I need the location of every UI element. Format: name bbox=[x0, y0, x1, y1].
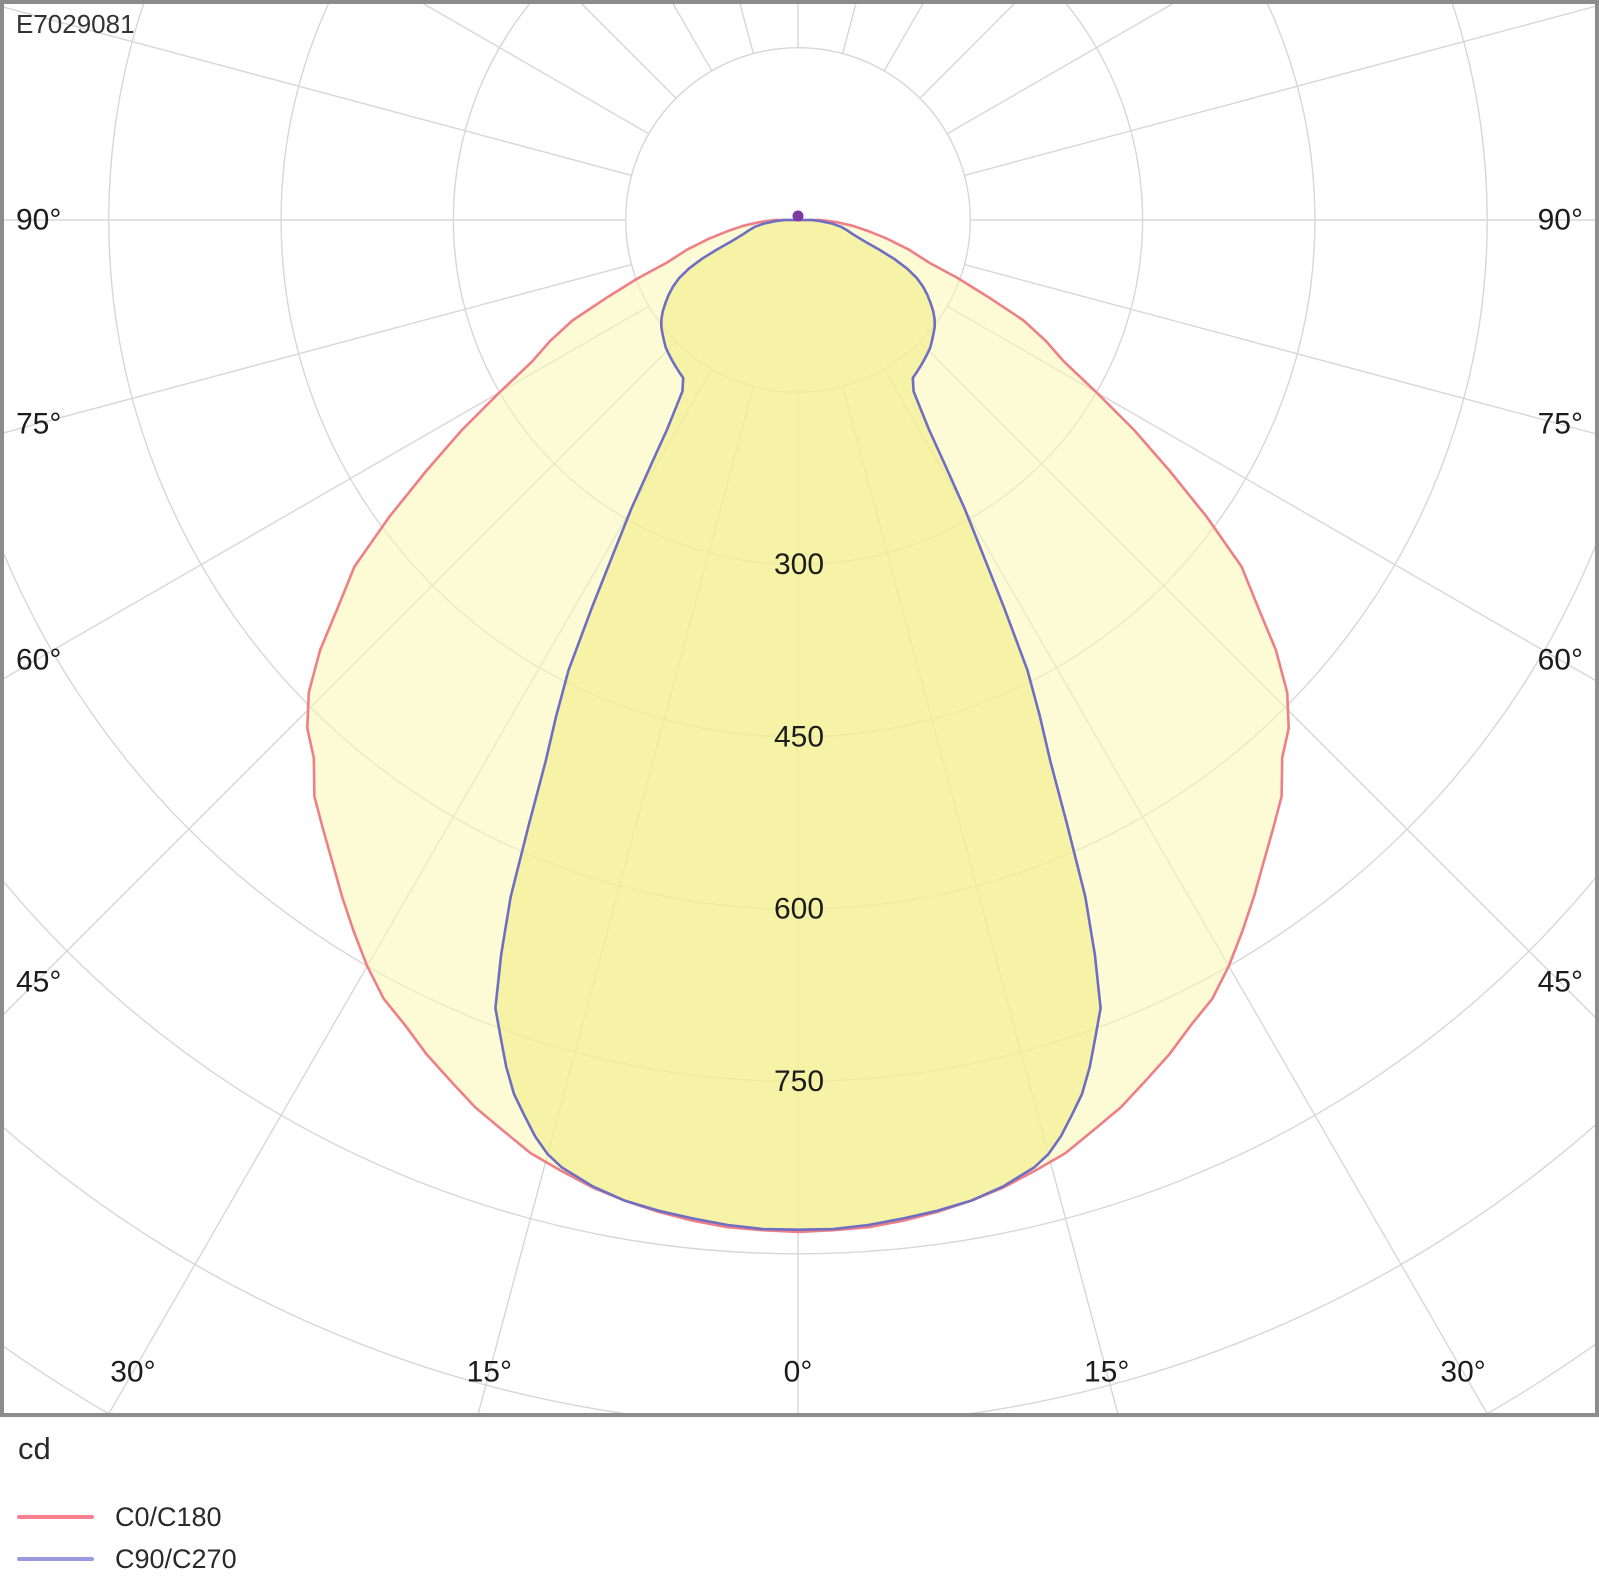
c0-c180-legend-line bbox=[17, 1515, 94, 1519]
center-point bbox=[792, 210, 804, 222]
grid-radial-135 bbox=[919, 4, 1015, 99]
angle-label-right-45: 45° bbox=[1538, 966, 1583, 999]
axis-labels: 300 450 600 750 90° 90° 75° 75° 60° 60° 45° 45° 30° 1… bbox=[16, 204, 1583, 1389]
angle-label-bottom-r0: 0° bbox=[784, 1356, 813, 1389]
grid-radial-105 bbox=[964, 5, 1595, 177]
angle-label-right-90: 90° bbox=[1538, 204, 1583, 237]
plot-border bbox=[0, 0, 1599, 1417]
c0-c180-curve bbox=[306, 218, 1290, 1234]
grid-radial-60 bbox=[946, 305, 1595, 681]
c90-c270-curve bbox=[494, 218, 1102, 1231]
curves bbox=[306, 210, 1290, 1234]
grid-radial-165 bbox=[841, 4, 857, 54]
c0-c180-legend-label: C0/C180 bbox=[115, 1502, 222, 1532]
angle-label-right-75: 75° bbox=[1538, 408, 1583, 441]
grid-radial-120 bbox=[946, 4, 1174, 135]
angle-label-bottom-r15: 15° bbox=[1084, 1356, 1129, 1389]
grid-radial-255 bbox=[4, 6, 632, 177]
grid-radial-150 bbox=[883, 4, 924, 72]
legend-footer: cd C0/C180 C90/C270 bbox=[0, 1417, 1599, 1582]
intensity-ring-label-450: 450 bbox=[774, 720, 824, 753]
c90-c270-legend-label: C90/C270 bbox=[115, 1544, 237, 1574]
intensity-ring-label-300: 300 bbox=[774, 548, 824, 581]
angle-label-left-60: 60° bbox=[16, 643, 61, 676]
intensity-ring-label-750: 750 bbox=[774, 1065, 824, 1098]
polar-diagram-area: 300 450 600 750 90° 90° 75° 75° 60° 60° 45° 45° 30° 1… bbox=[0, 0, 1599, 1417]
grid-radial-300 bbox=[4, 305, 650, 680]
polar-intensity-chart: 300 450 600 750 90° 90° 75° 75° 60° 60° 45° 45° 30° 1… bbox=[0, 0, 1599, 1417]
grid-radial-195 bbox=[739, 4, 755, 54]
legend-item-c0-c180: C0/C180 bbox=[17, 1503, 222, 1531]
c90-c270-legend-line bbox=[17, 1557, 94, 1561]
angle-label-bottom-l15: 15° bbox=[467, 1356, 512, 1389]
grid-radial-285 bbox=[4, 263, 632, 434]
angle-label-bottom-r30: 30° bbox=[1440, 1356, 1485, 1389]
intensity-ring-label-600: 600 bbox=[774, 893, 824, 926]
angle-label-left-90: 90° bbox=[16, 204, 61, 237]
angle-label-right-60: 60° bbox=[1538, 643, 1583, 676]
photometric-code-label: E7029081 bbox=[16, 9, 135, 39]
unit-label: cd bbox=[18, 1431, 51, 1466]
angle-label-bottom-l30: 30° bbox=[110, 1356, 155, 1389]
grid-radial-75 bbox=[964, 263, 1595, 435]
angle-label-left-45: 45° bbox=[16, 966, 61, 999]
c90-c270-fill bbox=[495, 220, 1101, 1230]
angle-label-left-75: 75° bbox=[16, 408, 61, 441]
legend-item-c90-c270: C90/C270 bbox=[17, 1545, 237, 1573]
